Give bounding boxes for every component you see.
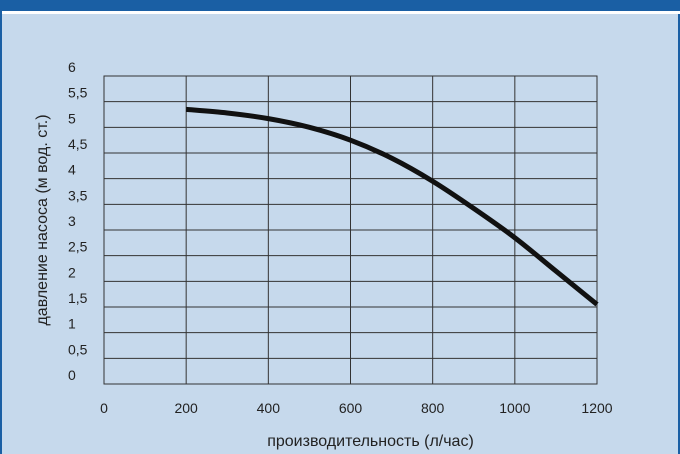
x-tick-label: 800 xyxy=(421,400,445,416)
y-tick-label: 4,5 xyxy=(68,136,88,152)
x-tick-label: 1000 xyxy=(499,400,530,416)
header-bar xyxy=(2,0,680,11)
x-tick-label: 0 xyxy=(100,400,108,416)
grid xyxy=(103,75,598,385)
y-tick-label: 5,5 xyxy=(68,85,88,101)
series-layer xyxy=(185,106,599,307)
y-tick-label: 5 xyxy=(68,110,76,126)
x-tick-label: 600 xyxy=(339,400,363,416)
y-tick-label: 6 xyxy=(68,59,76,75)
y-tick-label: 1 xyxy=(68,316,76,332)
pump-curve-line xyxy=(185,106,599,307)
header-accent-line xyxy=(2,11,680,14)
y-tick-label: 0,5 xyxy=(68,341,88,357)
y-tick-label: 2 xyxy=(68,264,76,280)
y-tick-label: 2,5 xyxy=(68,239,88,255)
y-tick-label: 4 xyxy=(68,162,76,178)
x-tick-label: 400 xyxy=(257,400,281,416)
x-tick-label: 200 xyxy=(174,400,198,416)
y-tick-label: 1,5 xyxy=(68,290,88,306)
y-axis-title: давление насоса (м вод. ст.) xyxy=(34,114,51,325)
x-tick-label: 1200 xyxy=(581,400,612,416)
x-axis-title: производительность (л/час) xyxy=(267,433,474,450)
y-tick-label: 0 xyxy=(68,367,76,383)
tick-labels: 0 0,5 1 1,5 2 2,5 3 3,5 4 4,5 5 5,5 6 0 200 400 600 800 10… xyxy=(68,59,613,416)
y-tick-label: 3,5 xyxy=(68,187,88,203)
y-tick-label: 3 xyxy=(68,213,76,229)
